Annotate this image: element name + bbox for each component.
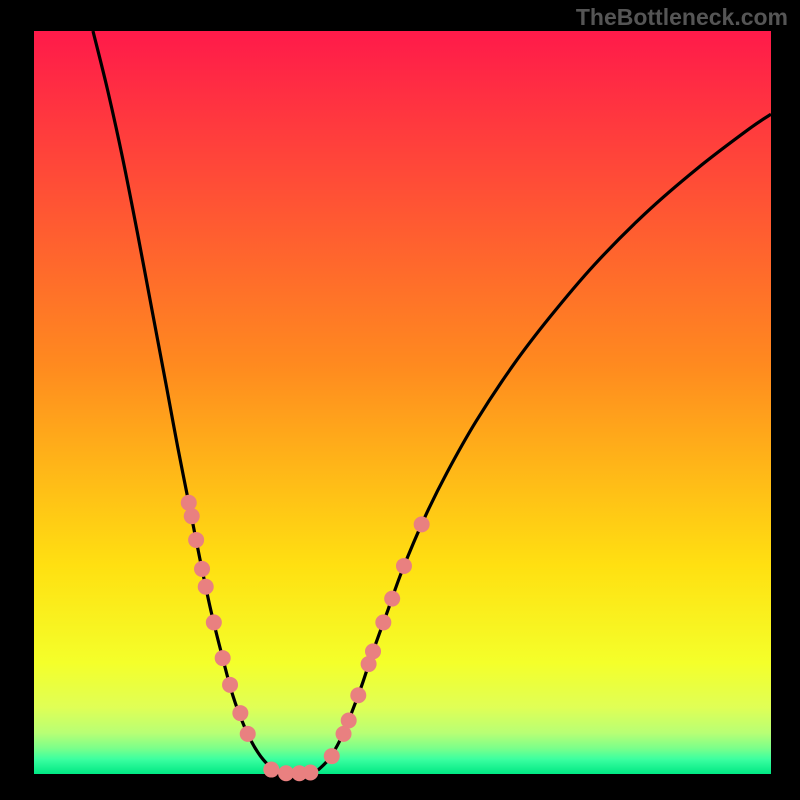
data-marker [184, 508, 200, 524]
data-marker [206, 614, 222, 630]
data-marker [350, 687, 366, 703]
data-marker [188, 532, 204, 548]
data-marker [240, 726, 256, 742]
data-marker [341, 713, 357, 729]
curves-svg [34, 31, 771, 774]
data-marker [215, 650, 231, 666]
data-marker [194, 561, 210, 577]
data-marker [263, 762, 279, 778]
data-marker [396, 558, 412, 574]
data-marker [198, 579, 214, 595]
data-marker [384, 591, 400, 607]
data-marker [181, 495, 197, 511]
data-marker [232, 705, 248, 721]
data-marker [302, 765, 318, 781]
data-marker [414, 516, 430, 532]
plot-area [34, 31, 771, 774]
data-marker [375, 614, 391, 630]
data-marker [324, 748, 340, 764]
watermark-text: TheBottleneck.com [576, 4, 788, 31]
data-marker [222, 677, 238, 693]
data-marker [365, 643, 381, 659]
